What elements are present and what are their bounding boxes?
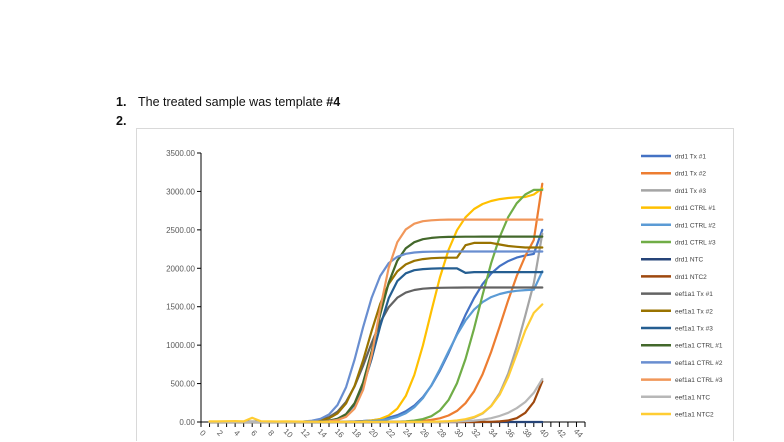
legend-label: drd1 Tx #3 [675, 188, 706, 195]
numbered-list: 1. The treated sample was template #4 2. [116, 93, 340, 131]
x-tick-label: 36 [504, 427, 517, 440]
list-item-2: 2. [116, 112, 340, 131]
list-item-1: 1. The treated sample was template #4 [116, 93, 340, 112]
list-number-2: 2. [116, 114, 127, 128]
series-line-8 [208, 286, 544, 424]
legend-label: drd1 CTRL #3 [675, 240, 716, 247]
legend-label: drd1 CTRL #2 [675, 222, 716, 229]
x-tick-label: 44 [572, 427, 585, 440]
legend-label: drd1 NTC [675, 257, 703, 264]
x-tick-label: 34 [487, 427, 500, 440]
legend-label: drd1 NTC2 [675, 274, 707, 281]
list-text-1: The treated sample was template [138, 95, 327, 109]
y-tick-label: 2500.00 [166, 226, 195, 235]
x-tick-label: 24 [401, 427, 414, 440]
x-tick-label: 22 [384, 427, 397, 440]
x-tick-label: 38 [521, 427, 534, 440]
series-line-15 [208, 303, 544, 423]
x-tick-label: 0 [198, 428, 208, 438]
y-tick-label: 0.00 [179, 418, 195, 427]
legend-label: eef1a1 CTRL #1 [675, 343, 723, 350]
x-tick-label: 14 [316, 427, 329, 440]
x-tick-label: 12 [299, 427, 312, 440]
legend-label: drd1 Tx #2 [675, 171, 706, 178]
x-tick-label: 30 [452, 427, 465, 440]
legend-label: eef1a1 Tx #2 [675, 308, 713, 315]
series-line-3 [208, 187, 544, 424]
x-tick-label: 26 [418, 427, 431, 440]
y-tick-label: 1000.00 [166, 341, 195, 350]
x-tick-label: 4 [232, 428, 242, 438]
legend-label: eef1a1 NTC2 [675, 412, 714, 419]
legend-label: eef1a1 NTC [675, 394, 710, 401]
x-tick-label: 10 [282, 427, 295, 440]
series-line-7 [208, 380, 544, 424]
y-tick-label: 3500.00 [166, 149, 195, 158]
y-tick-label: 2000.00 [166, 264, 195, 273]
x-tick-label: 2 [215, 428, 225, 438]
series-line-5 [208, 188, 544, 424]
y-tick-label: 500.00 [171, 380, 196, 389]
list-number-1: 1. [116, 95, 127, 109]
x-tick-label: 18 [350, 427, 363, 440]
x-tick-label: 42 [555, 427, 568, 440]
legend-label: drd1 Tx #1 [675, 154, 706, 161]
x-tick-label: 20 [367, 427, 380, 440]
x-tick-label: 8 [266, 428, 276, 438]
chart-canvas: 0.00 500.00 1000.00 1500.00 2000.00 2500.00 30… [166, 149, 723, 440]
x-tick-label: 32 [470, 427, 483, 440]
legend-label: eef1a1 CTRL #3 [675, 377, 723, 384]
y-tick-label: 3000.00 [166, 187, 195, 196]
legend-label: eef1a1 Tx #1 [675, 291, 713, 298]
template-number: #4 [326, 95, 341, 109]
y-tick-label: 1500.00 [166, 303, 195, 312]
qpcr-amplification-chart: 0.00 500.00 1000.00 1500.00 2000.00 2500.00 30… [136, 128, 734, 441]
legend-label: eef1a1 Tx #3 [675, 326, 713, 333]
legend-label: eef1a1 CTRL #2 [675, 360, 723, 367]
x-tick-label: 16 [333, 427, 346, 440]
x-tick-label: 28 [435, 427, 448, 440]
x-tick-label: 6 [249, 428, 259, 438]
legend-label: drd1 CTRL #1 [675, 205, 716, 212]
series-line-14 [208, 377, 544, 424]
x-tick-label: 40 [538, 427, 551, 440]
